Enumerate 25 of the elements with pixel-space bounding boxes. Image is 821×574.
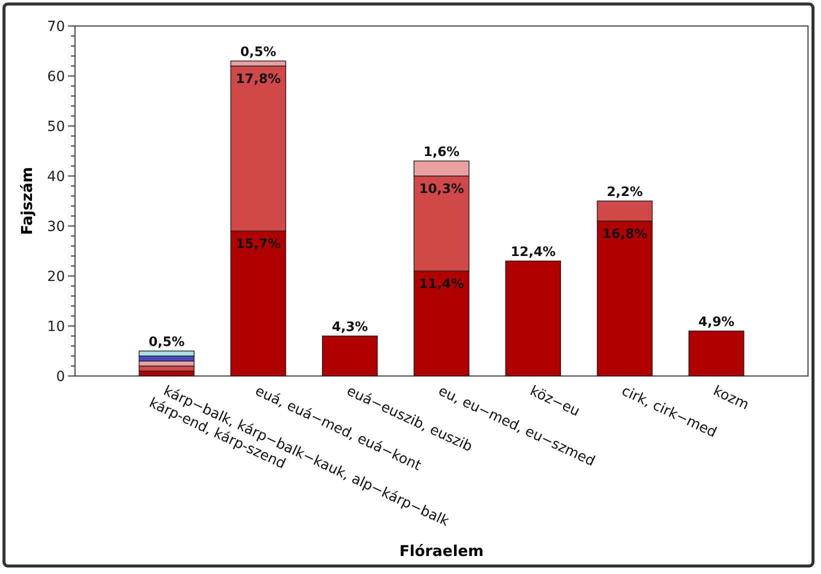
annotation: 2,2%	[606, 185, 643, 200]
annotation: 10,3%	[418, 182, 464, 197]
annotation: 17,8%	[236, 72, 281, 87]
y-tick-label: 50	[47, 119, 65, 135]
annotation: 12,4%	[510, 245, 556, 260]
annotation: 11,4%	[418, 277, 464, 292]
y-axis-title: Fajszám	[18, 166, 36, 236]
annotation: 0,5%	[148, 335, 185, 350]
y-tick-label: 20	[47, 269, 65, 285]
annotation: 4,9%	[698, 315, 734, 330]
y-tick-label: 70	[47, 19, 65, 35]
annotation: 16,8%	[602, 227, 648, 242]
y-tick-label: 60	[47, 69, 65, 85]
x-axis-title: Flóraelem	[399, 542, 484, 560]
annotation: 4,3%	[332, 320, 368, 335]
bar	[322, 336, 378, 376]
annotation: 0,5%	[240, 45, 276, 60]
annotation: 1,6%	[423, 145, 460, 160]
bar	[688, 330, 744, 376]
y-tick-label: 30	[47, 219, 65, 235]
annotation: 15,7%	[236, 237, 281, 252]
y-tick-label: 40	[47, 169, 65, 185]
y-tick-label: 10	[47, 319, 65, 335]
y-tick-label: 0	[56, 369, 65, 385]
bar	[505, 260, 562, 376]
